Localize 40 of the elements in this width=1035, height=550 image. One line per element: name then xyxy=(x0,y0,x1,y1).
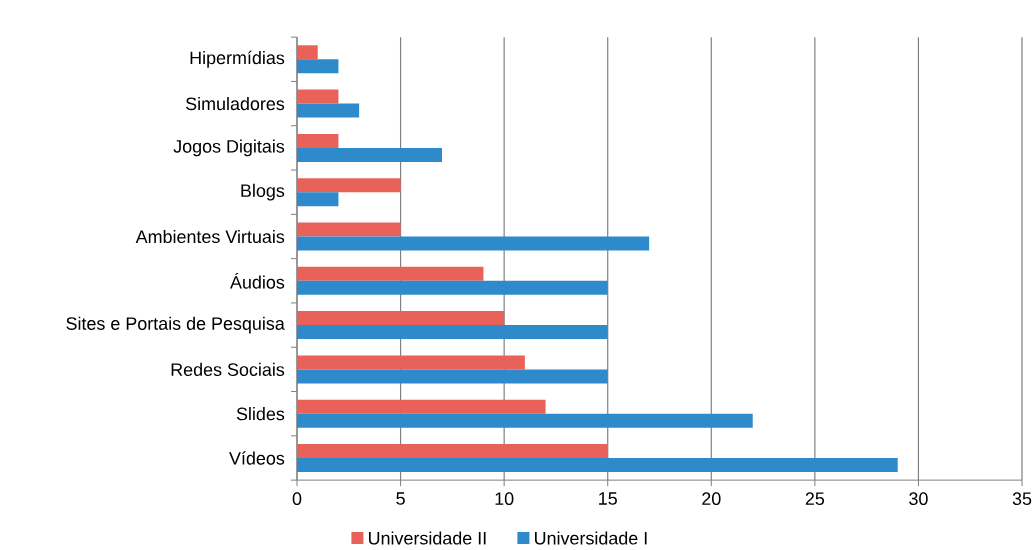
y-tick-label: Redes Sociais xyxy=(171,362,285,376)
legend-label: Universidade I xyxy=(535,531,647,545)
bar xyxy=(297,59,339,74)
bar xyxy=(297,413,753,428)
bar xyxy=(297,369,608,384)
y-tick-label: Vídeos xyxy=(229,451,285,465)
y-tick-label: Áudios xyxy=(230,272,285,289)
y-tick-label: Sites e Portais de Pesquisa xyxy=(66,316,285,334)
legend-label: Universidade II xyxy=(368,531,486,545)
x-tick-label: 10 xyxy=(495,492,514,505)
x-tick-label: 0 xyxy=(292,492,302,505)
bar xyxy=(297,192,339,207)
bar xyxy=(297,443,608,458)
bar xyxy=(297,399,546,414)
bar xyxy=(297,457,898,472)
y-tick-label: Simuladores xyxy=(185,97,285,111)
y-tick-label: Ambientes Virtuais xyxy=(135,229,285,244)
x-tick-label: 30 xyxy=(909,492,928,505)
bar xyxy=(297,45,318,60)
bar xyxy=(297,355,525,370)
bar xyxy=(297,147,443,162)
x-tick-label: 35 xyxy=(1012,492,1032,505)
bar xyxy=(297,311,505,326)
y-tick-label: Hipermídias xyxy=(190,50,285,68)
y-tick-label: Slides xyxy=(236,407,285,421)
x-tick-label: 5 xyxy=(396,492,405,505)
x-tick-label: 20 xyxy=(702,492,721,505)
bar xyxy=(297,103,360,118)
bar xyxy=(297,325,608,340)
bar xyxy=(297,280,608,295)
bar xyxy=(297,133,339,148)
bar xyxy=(297,222,401,237)
x-tick-label: 15 xyxy=(599,492,617,505)
x-tick-label: 25 xyxy=(805,492,825,505)
y-tick-label: Blogs xyxy=(241,183,285,201)
y-tick-label: Jogos Digitais xyxy=(173,139,285,157)
bar xyxy=(297,236,650,251)
bar xyxy=(297,178,401,193)
bar xyxy=(297,89,339,104)
bar xyxy=(297,266,484,281)
